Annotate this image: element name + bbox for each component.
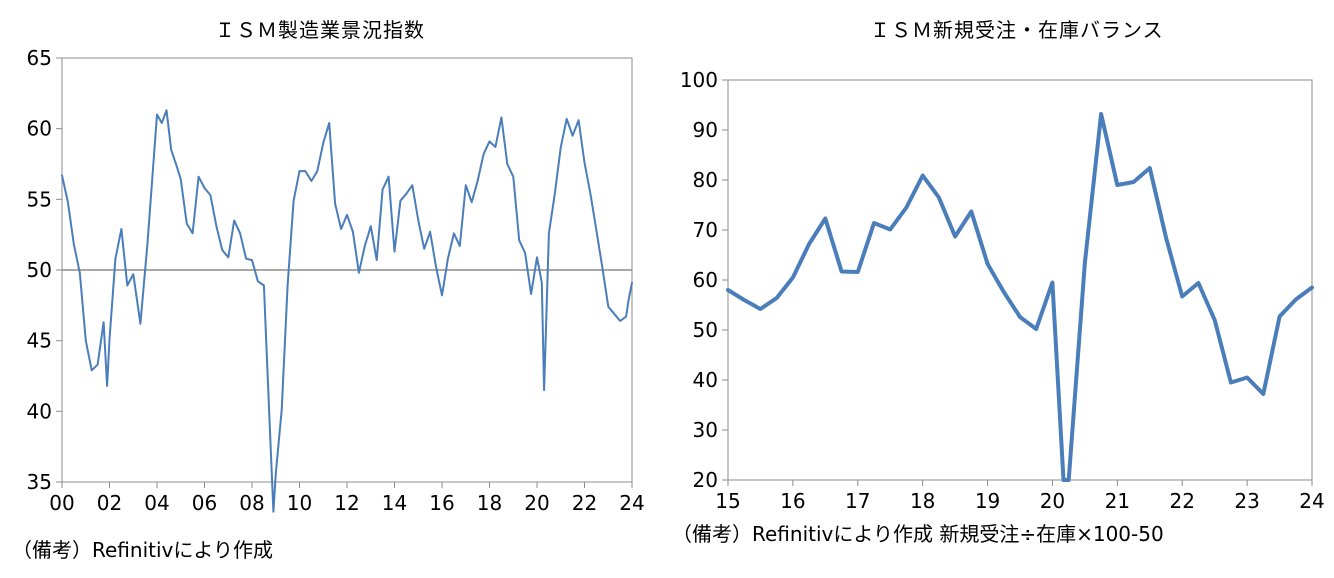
y-tick-label: 80 xyxy=(693,168,718,192)
y-tick-label: 30 xyxy=(693,418,718,442)
chart-title: ＩＳＭ製造業景況指数 xyxy=(215,18,425,42)
x-tick-label: 20 xyxy=(524,491,549,515)
y-tick-label: 35 xyxy=(27,470,52,494)
y-tick-label: 50 xyxy=(27,258,52,282)
chart-title: ＩＳＭ新規受注・在庫バランス xyxy=(870,18,1164,42)
x-tick-label: 15 xyxy=(715,489,740,513)
chart-panel-new-orders-inventory: ＩＳＭ新規受注・在庫バランス 20 30 40 50 60 70 80 90 100 15 16 17… xyxy=(660,0,1334,578)
data-series-line xyxy=(61,109,633,513)
x-tick-label: 23 xyxy=(1234,489,1259,513)
chart-plot-ism-manufacturing: 35 40 45 50 55 60 65 00 02 04 06 08 10 12 14 16 18 20 22 24 xyxy=(27,46,645,515)
x-tick-label: 02 xyxy=(97,491,122,515)
x-tick-label: 06 xyxy=(192,491,217,515)
plot-frame xyxy=(727,79,1313,481)
chart-panel-ism-manufacturing: ＩＳＭ製造業景況指数 35 40 45 50 55 60 65 00 02 04 06 08 10 12 1… xyxy=(0,0,660,578)
x-tick-label: 20 xyxy=(1040,489,1065,513)
source-note: （備考）Refinitivにより作成 新規受注÷在庫×100-50 xyxy=(672,522,1164,546)
y-tick-label: 60 xyxy=(693,268,718,292)
x-tick-label: 18 xyxy=(477,491,502,515)
x-tick-label: 21 xyxy=(1105,489,1130,513)
x-tick-label: 08 xyxy=(239,491,264,515)
x-tick-label: 16 xyxy=(429,491,454,515)
x-tick-label: 17 xyxy=(845,489,870,513)
y-tick-label: 90 xyxy=(693,118,718,142)
x-tick-label: 22 xyxy=(572,491,597,515)
y-tick-label: 40 xyxy=(693,368,718,392)
x-tick-label: 14 xyxy=(382,491,407,515)
x-tick-label: 04 xyxy=(144,491,169,515)
x-tick-label: 18 xyxy=(910,489,935,513)
x-tick-label: 24 xyxy=(1299,489,1324,513)
y-tick-label: 55 xyxy=(27,187,52,211)
x-tick-label: 00 xyxy=(49,491,74,515)
x-tick-label: 12 xyxy=(334,491,359,515)
x-tick-label: 19 xyxy=(975,489,1000,513)
chart-plot-new-orders-inventory: 20 30 40 50 60 70 80 90 100 15 16 17 18 19 20 21 22 23 24 xyxy=(680,68,1325,513)
y-tick-label: 60 xyxy=(27,117,52,141)
y-tick-label: 45 xyxy=(27,329,52,353)
x-tick-label: 22 xyxy=(1169,489,1194,513)
data-series-line xyxy=(726,112,1314,482)
y-tick-label: 100 xyxy=(680,68,718,92)
x-tick-label: 24 xyxy=(619,491,644,515)
y-tick-label: 50 xyxy=(693,318,718,342)
source-note: （備考）Refinitivにより作成 xyxy=(12,538,273,562)
y-tick-label: 65 xyxy=(27,46,52,70)
y-tick-label: 70 xyxy=(693,218,718,242)
y-tick-label: 20 xyxy=(693,468,718,492)
x-tick-label: 10 xyxy=(287,491,312,515)
x-tick-label: 16 xyxy=(780,489,805,513)
y-tick-label: 40 xyxy=(27,399,52,423)
